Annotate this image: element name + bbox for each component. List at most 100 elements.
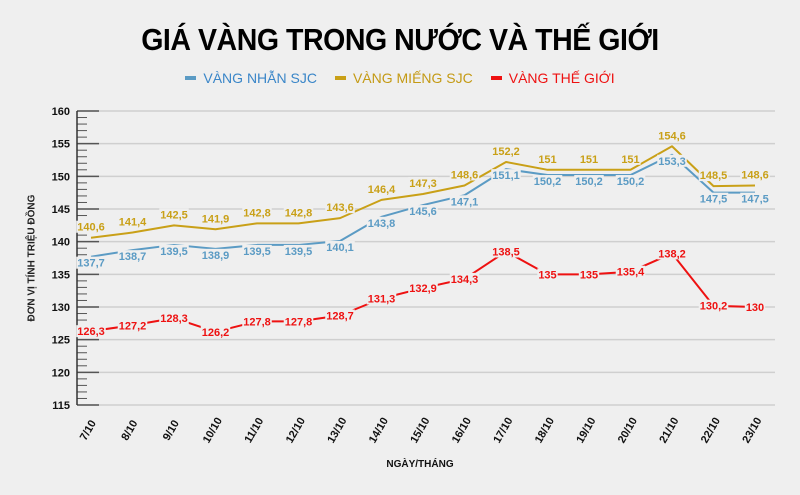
label-bg (159, 244, 189, 257)
series-line (90, 145, 756, 239)
x-tick-label: 16/10 (450, 416, 474, 446)
data-label: 139,5 (243, 246, 271, 258)
data-label: 135,4 (617, 267, 645, 279)
data-label: 141,9 (202, 213, 230, 225)
data-label: 150,2 (617, 176, 645, 188)
label-bg (574, 175, 604, 188)
label-bg (76, 220, 106, 233)
label-bg (76, 325, 106, 338)
data-label: 126,3 (77, 326, 105, 338)
label-bg (408, 205, 438, 218)
legend-swatch-icon (334, 76, 346, 80)
data-label: 135 (580, 269, 598, 281)
x-tick-label: 14/10 (367, 416, 391, 446)
label-bg (740, 192, 770, 205)
label-bg (449, 272, 480, 285)
label-bg (408, 176, 438, 189)
label-bg (366, 182, 397, 195)
data-label: 145,6 (409, 206, 437, 218)
data-label: 150,2 (534, 176, 562, 188)
label-bg (615, 265, 646, 278)
data-label: 148,6 (741, 169, 769, 181)
label-bg (200, 248, 231, 261)
data-label: 147,3 (409, 178, 437, 190)
data-label: 138,5 (492, 246, 520, 258)
x-tick-label: 19/10 (574, 416, 598, 446)
legend-swatch-icon (490, 76, 502, 80)
data-label: 128,7 (326, 310, 354, 322)
x-tick-label: 12/10 (284, 416, 308, 446)
x-tick-label: 22/10 (699, 416, 723, 446)
label-bg (657, 247, 687, 260)
label-bg (366, 216, 397, 229)
label-bg (242, 315, 272, 328)
y-tick-label: 125 (52, 335, 70, 347)
data-label: 151 (580, 154, 598, 166)
label-bg (620, 152, 641, 165)
label-bg (242, 206, 272, 219)
y-tick-label: 155 (52, 139, 70, 151)
legend-label: VÀNG MIẾNG SJC (352, 70, 473, 86)
legend-label: VÀNG THẾ GIỚI (508, 70, 615, 86)
chart-title: GIÁ VÀNG TRONG NƯỚC VÀ THẾ GIỚI (141, 22, 659, 57)
legend: VÀNG NHẪN SJC VÀNG MIẾNG SJC VÀNG THẾ GI… (0, 70, 800, 86)
label-bg (491, 169, 521, 182)
data-label: 130 (746, 302, 764, 314)
x-tick-label: 17/10 (491, 416, 515, 446)
data-label: 148,6 (451, 169, 479, 181)
x-axis-label: NGÀY/THÁNG (386, 459, 454, 470)
data-label: 127,2 (119, 320, 147, 332)
label-bg (117, 319, 148, 332)
data-label: 140,1 (326, 242, 354, 254)
legend-item-the-gioi: VÀNG THẾ GIỚI (490, 70, 615, 86)
label-bg (740, 168, 770, 181)
data-label: 151,1 (492, 170, 520, 182)
data-label: 132,9 (409, 283, 437, 295)
label-bg (200, 212, 231, 225)
x-tick-label: 9/10 (161, 418, 182, 443)
label-bg (698, 192, 729, 205)
y-tick-label: 140 (52, 237, 70, 249)
data-label: 150,2 (575, 176, 603, 188)
label-bg (325, 201, 355, 214)
x-tick-label: 10/10 (201, 416, 225, 446)
data-label: 126,2 (202, 327, 230, 339)
legend-label: VÀNG NHẪN SJC (203, 70, 317, 86)
data-label: 141,4 (119, 217, 147, 229)
y-tick-label: 115 (52, 400, 70, 412)
x-tick-label: 15/10 (408, 416, 432, 446)
label-bg (408, 282, 438, 295)
data-label: 143,6 (326, 202, 354, 214)
data-label: 147,1 (451, 196, 479, 208)
label-bg (325, 309, 355, 322)
label-bg (76, 256, 106, 269)
y-tick-label: 150 (52, 171, 70, 183)
x-tick-label: 23/10 (740, 416, 764, 446)
label-bg (744, 301, 766, 313)
legend-item-mieng-sjc: VÀNG MIẾNG SJC (334, 70, 473, 86)
data-label: 147,5 (700, 194, 728, 206)
data-label: 139,5 (285, 246, 313, 258)
label-bg (537, 268, 558, 281)
data-label: 142,8 (243, 207, 271, 219)
label-bg (200, 325, 231, 338)
data-label: 134,3 (451, 274, 479, 286)
label-bg (283, 206, 314, 219)
data-label: 147,5 (741, 194, 769, 206)
label-bg (242, 244, 272, 257)
label-bg (698, 299, 729, 312)
label-bg (698, 169, 729, 182)
x-tick-label: 20/10 (616, 416, 640, 446)
data-label: 131,3 (368, 294, 396, 306)
data-label: 142,5 (160, 209, 188, 221)
x-tick-label: 13/10 (325, 416, 349, 446)
legend-item-nhan-sjc: VÀNG NHẪN SJC (185, 70, 317, 86)
data-label: 146,4 (368, 184, 396, 196)
label-bg (578, 268, 600, 281)
data-label: 139,5 (160, 246, 188, 258)
label-bg (657, 129, 687, 142)
y-tick-label: 120 (52, 367, 70, 379)
data-label: 135 (538, 269, 556, 281)
data-label: 127,8 (285, 316, 313, 328)
